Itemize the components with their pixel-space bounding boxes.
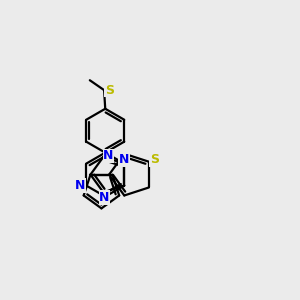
Text: S: S — [150, 153, 159, 166]
Text: S: S — [105, 84, 114, 97]
Text: N: N — [103, 149, 114, 162]
Text: N: N — [99, 191, 110, 204]
Text: N: N — [75, 179, 85, 192]
Text: N: N — [119, 153, 129, 166]
